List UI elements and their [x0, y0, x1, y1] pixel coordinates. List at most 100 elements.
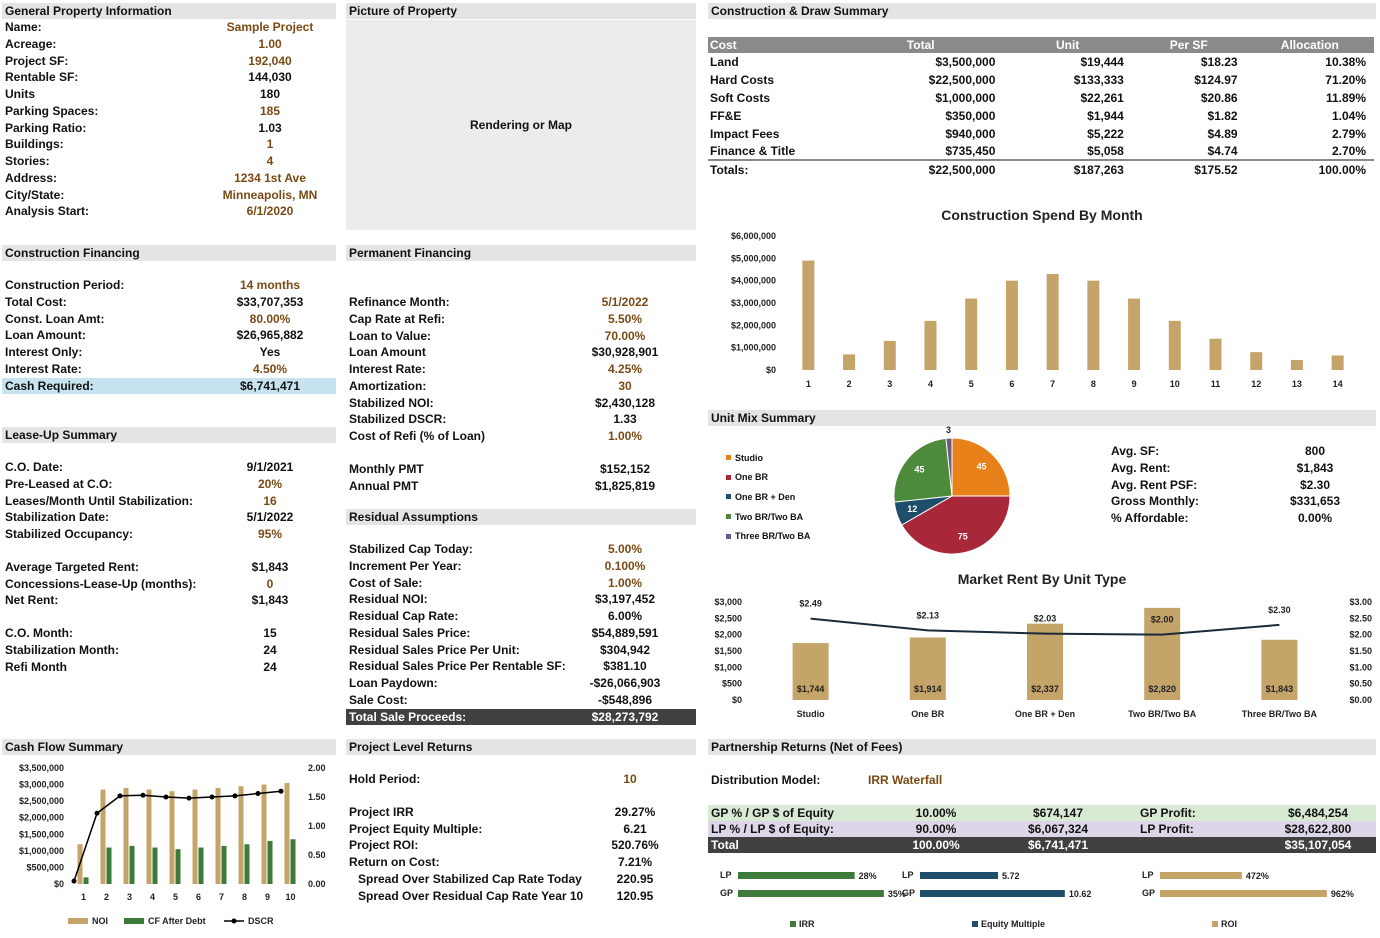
- dscr-point: [209, 794, 215, 800]
- x-tick-label: 5: [969, 379, 974, 389]
- kv-value: 220.95: [616, 871, 654, 886]
- kv-value: 29.27%: [614, 804, 656, 819]
- y2-tick-label: $1.50: [1349, 646, 1372, 656]
- kv-label: Sale Cost:: [349, 692, 408, 707]
- kv-value: 1.00: [258, 36, 282, 51]
- totals-cell: $175.52: [1194, 162, 1238, 177]
- kv-value: 1.00%: [607, 575, 643, 590]
- kv-value: $2.30: [1299, 477, 1331, 492]
- market-rent-chart: Market Rent By Unit Type $0 $500 $1,000 $1,5…: [714, 571, 1372, 719]
- spend-bar: [1005, 280, 1018, 370]
- kv-label: Stabilized DSCR:: [349, 412, 447, 427]
- legend-label: CF After Debt: [148, 916, 206, 926]
- y2-tick-label: 0.50: [308, 850, 326, 860]
- table-header[interactable]: Cost: [708, 37, 838, 53]
- construction-cost-table: Cost Total Unit Per SF Allocation Land $3,500…: [708, 37, 1374, 178]
- mini-bar: [738, 872, 855, 879]
- kv-label: Monthly PMT: [349, 461, 424, 476]
- legend-label: One BR: [735, 472, 769, 483]
- kv-value: $381.10: [603, 659, 647, 674]
- kv-label: Interest Rate:: [5, 361, 82, 376]
- kv-value: -$548,896: [597, 692, 653, 707]
- kv-row: Acreage: 1.00: [2, 36, 336, 53]
- kv-label: Project SF:: [5, 53, 69, 68]
- kv-row: Leases/Month Until Stabilization: 16: [2, 493, 336, 510]
- table-cell: FF&E: [710, 108, 742, 123]
- spend-bar: [1250, 352, 1263, 370]
- legend-item: Three BR/Two BA: [726, 526, 810, 546]
- kv-value: $54,889,591: [591, 625, 659, 640]
- legend-item: Two BR/Two BA: [726, 507, 810, 527]
- kv-value: $331,653: [1289, 494, 1341, 509]
- kv-row: Increment Per Year: 0.100%: [346, 558, 696, 575]
- kv-row: Loan Paydown: -$26,066,903: [346, 675, 696, 692]
- table-row: Hard Costs $22,500,000 $133,333 $124.97 71.2…: [708, 71, 1374, 89]
- table-cell: 71.20%: [1325, 72, 1366, 87]
- y-tick-label: $5,000,000: [731, 253, 776, 263]
- legend-label: ROI: [1221, 919, 1237, 929]
- pie-slice: [951, 437, 1011, 497]
- cf-bar: [83, 877, 89, 884]
- x-tick-label: 2: [104, 892, 109, 902]
- legend-swatch: [726, 514, 731, 520]
- kv-value: 14 months: [239, 278, 300, 292]
- kv-label: Loan to Value:: [349, 328, 432, 343]
- spend-bar: [965, 298, 978, 370]
- kv-label: Stories:: [5, 154, 50, 168]
- rent-bar-label: $1,914: [914, 684, 942, 694]
- property-picture-placeholder[interactable]: Rendering or Map: [346, 20, 696, 230]
- chart-title: Market Rent By Unit Type: [958, 571, 1127, 587]
- kv-label: Avg. SF:: [1111, 444, 1160, 458]
- totals-cell: 100.00%: [1318, 162, 1366, 177]
- partnership-cell: 10.00%: [915, 806, 957, 820]
- kv-value: 9/1/2021: [246, 460, 294, 474]
- table-row: FF&E $350,000 $1,944 $1.82 1.04%: [708, 107, 1374, 125]
- construction-spend-chart: Construction Spend By Month $0 $1,000,000 $…: [731, 207, 1344, 389]
- mini-bar: [1160, 890, 1327, 897]
- kv-label: Total Cost:: [5, 294, 67, 309]
- x-tick-label: 7: [1050, 379, 1055, 389]
- kv-value: 520.76%: [611, 838, 659, 853]
- kv-value: 95%: [257, 527, 283, 541]
- kv-label: Spread Over Residual Cap Rate Year 10: [358, 888, 584, 903]
- construction-financing-panel: Construction Financing Construction Peri…: [2, 245, 336, 395]
- mini-value: 28%: [859, 871, 877, 881]
- cf-bar: [129, 845, 135, 884]
- y2-tick-label: $0.50: [1349, 679, 1372, 689]
- table-cell: Impact Fees: [710, 126, 780, 141]
- rent-bar: [1144, 607, 1181, 700]
- kv-row: Spread Over Residual Cap Rate Year 10 120…: [346, 888, 696, 905]
- kv-row: City/State: Minneapolis, MN: [2, 187, 336, 204]
- y-tick-label: $3,000: [714, 597, 742, 607]
- rent-bar: [792, 643, 829, 700]
- project-returns-panel: Project Level Returns Hold Period: 10 Pro…: [346, 739, 696, 904]
- kv-row: Residual NOI: $3,197,452: [346, 591, 696, 608]
- kv-row: Sale Cost: -$548,896: [346, 692, 696, 709]
- table-cell: $4.74: [1207, 143, 1238, 158]
- kv-label: Avg. Rent:: [1111, 460, 1171, 475]
- kv-label: Project ROI:: [349, 838, 419, 853]
- y-tick-label: $1,000: [714, 662, 742, 672]
- rent-bar: [1261, 639, 1298, 700]
- kv-row: Avg. SF: 800: [1108, 443, 1376, 460]
- kv-row: Name: Sample Project: [2, 19, 336, 36]
- legend-swatch: [726, 533, 731, 539]
- table-cell: $22,261: [1080, 90, 1124, 105]
- table-header: Allocation: [1245, 37, 1374, 53]
- kv-label: Average Targeted Rent:: [5, 559, 140, 574]
- mini-bar: [738, 890, 884, 897]
- kv-row: Interest Rate: 4.25%: [346, 361, 696, 378]
- legend-item: One BR: [726, 468, 810, 488]
- kv-value: $28,273,792: [591, 709, 659, 724]
- kv-value: $1,843: [251, 593, 289, 608]
- kv-row: Avg. Rent PSF: $2.30: [1108, 477, 1376, 494]
- kv-label: Address:: [5, 170, 58, 185]
- legend-swatch: [726, 494, 731, 500]
- spend-bar: [1168, 320, 1181, 370]
- noi-bar: [192, 789, 198, 884]
- y2-tick-label: 1.50: [308, 792, 326, 802]
- general-property-panel: General Property Information Name: Sample…: [2, 3, 336, 220]
- kv-row: Cost of Refi (% of Loan) 1.00%: [346, 428, 696, 445]
- table-cell: $124.97: [1194, 72, 1238, 87]
